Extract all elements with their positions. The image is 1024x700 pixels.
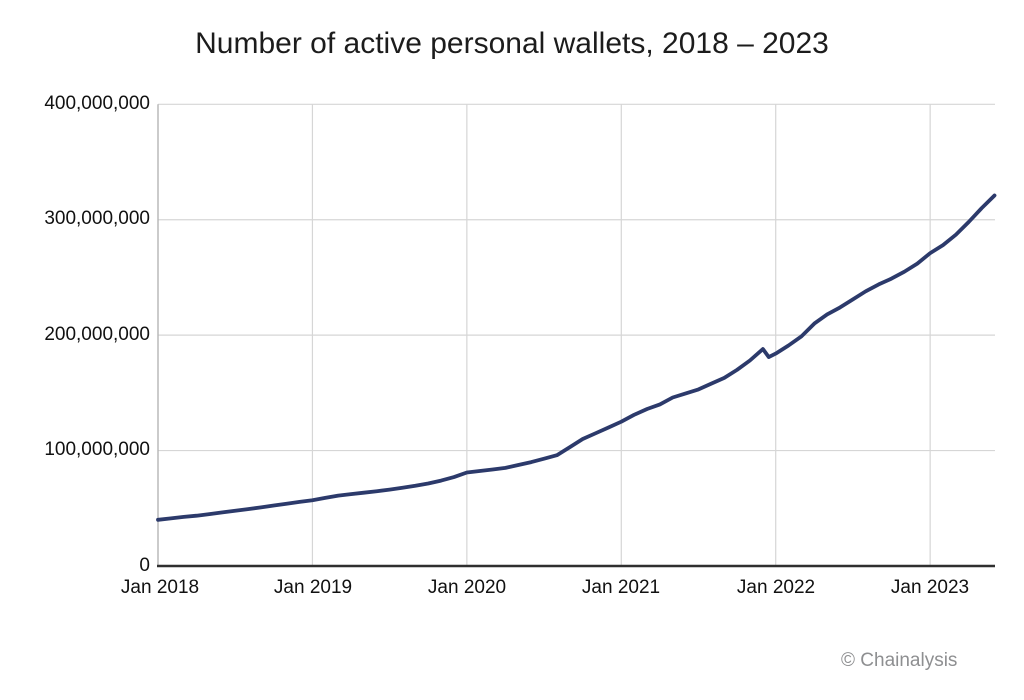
gridlines (158, 103, 995, 566)
x-axis-tick-label: Jan 2023 (890, 577, 970, 598)
x-axis-tick-label: Jan 2018 (120, 577, 200, 598)
y-axis-tick-label: 400,000,000 (44, 93, 150, 114)
x-axis-tick-label: Jan 2019 (273, 577, 353, 598)
axes (157, 104, 995, 568)
x-axis-tick-label: Jan 2020 (427, 577, 507, 598)
y-axis-tick-label: 300,000,000 (44, 208, 150, 229)
y-axis-tick-label: 0 (139, 555, 150, 576)
x-axis-tick-label: Jan 2022 (736, 577, 816, 598)
y-axis-tick-label: 100,000,000 (44, 439, 150, 460)
chainalysis-watermark: © Chainalysis (841, 650, 958, 671)
wallets-series-line (156, 193, 997, 522)
x-axis-tick-label: Jan 2021 (581, 577, 661, 598)
y-axis-tick-label: 200,000,000 (44, 324, 150, 345)
chart-title: Number of active personal wallets, 2018 … (195, 27, 829, 60)
